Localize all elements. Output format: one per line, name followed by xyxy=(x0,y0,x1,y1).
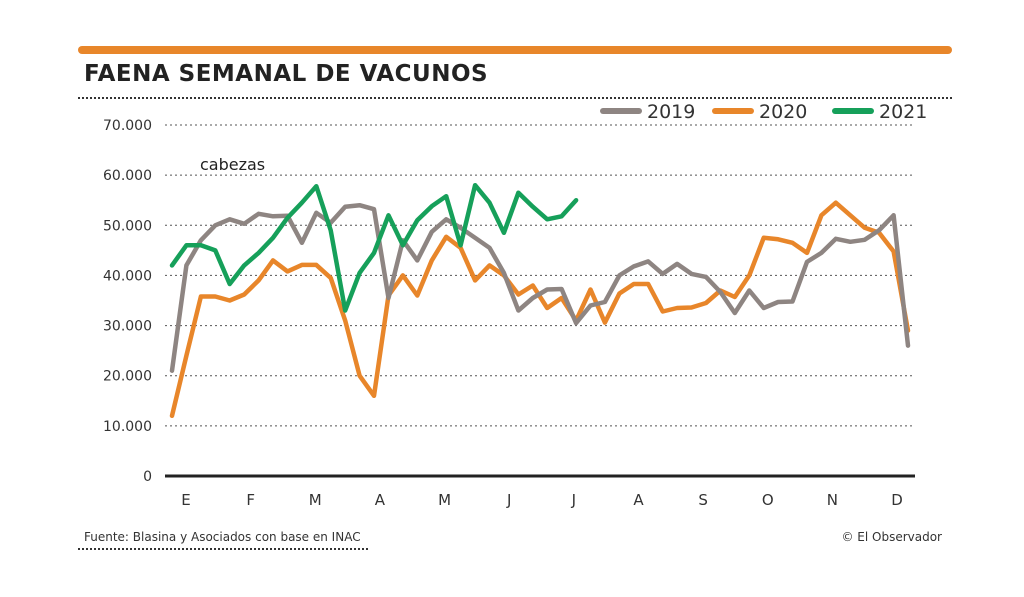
x-tick-label: S xyxy=(698,491,708,509)
y-tick-label: 10.000 xyxy=(103,419,152,435)
title-divider xyxy=(78,97,952,99)
y-tick-label: 30.000 xyxy=(103,319,152,335)
source-divider xyxy=(78,548,368,550)
x-tick-label: A xyxy=(633,491,644,509)
x-tick-label: J xyxy=(506,491,511,509)
top-accent-bar xyxy=(78,46,952,54)
x-tick-label: M xyxy=(438,491,451,509)
axis-layer: 0 10.000 20.000 30.000 40.000 50.000 60.000 70.… xyxy=(103,118,915,509)
series-layer xyxy=(169,182,911,419)
legend-label-2021: 2021 xyxy=(879,101,927,123)
y-tick-label: 20.000 xyxy=(103,369,152,385)
x-tick-label: N xyxy=(827,491,838,509)
x-tick-label: M xyxy=(309,491,322,509)
x-tick-label: A xyxy=(375,491,386,509)
series-line-2019 xyxy=(169,202,911,373)
legend: 2019 2020 2021 xyxy=(600,101,927,123)
credit-note: © El Observador xyxy=(841,530,942,544)
y-tick-label: 50.000 xyxy=(103,218,152,234)
x-tick-label: J xyxy=(571,491,576,509)
y-tick-label: 0 xyxy=(143,469,152,485)
y-tick-label: 70.000 xyxy=(103,118,152,134)
series-line-2020 xyxy=(169,200,911,419)
x-tick-label: D xyxy=(891,491,903,509)
chart-title: FAENA SEMANAL DE VACUNOS xyxy=(84,61,489,87)
x-tick-label: O xyxy=(762,491,774,509)
y-tick-label: 60.000 xyxy=(103,168,152,184)
legend-label-2019: 2019 xyxy=(647,101,695,123)
source-note: Fuente: Blasina y Asociados con base en … xyxy=(84,530,361,544)
series-line-2021 xyxy=(169,182,579,313)
legend-label-2020: 2020 xyxy=(759,101,807,123)
y-tick-label: 40.000 xyxy=(103,268,152,284)
grid-layer xyxy=(165,124,915,427)
x-tick-label: F xyxy=(246,491,255,509)
x-tick-label: E xyxy=(181,491,190,509)
unit-label: cabezas xyxy=(200,155,265,174)
